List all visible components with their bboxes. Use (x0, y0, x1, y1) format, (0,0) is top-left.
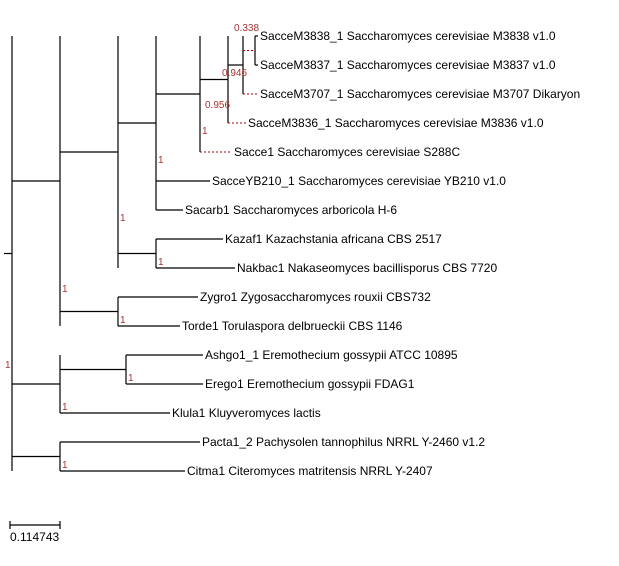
support-value: 0.338 (234, 23, 259, 34)
taxon-label: Nakbac1 Nakaseomyces bacillisporus CBS 7… (237, 261, 497, 275)
support-value: 1 (120, 315, 126, 326)
support-value: 0.946 (222, 68, 247, 79)
support-value: 1 (158, 257, 164, 268)
taxon-label: Zygro1 Zygosaccharomyces rouxii CBS732 (200, 290, 431, 304)
taxon-label: SacceM3836_1 Saccharomyces cerevisiae M3… (248, 116, 544, 130)
support-value: 1 (128, 373, 134, 384)
taxon-label: Pacta1_2 Pachysolen tannophilus NRRL Y-2… (202, 435, 485, 449)
support-value: 1 (5, 360, 11, 371)
taxon-label: Ashgo1_1 Eremothecium gossypii ATCC 1089… (205, 348, 458, 362)
taxon-label: Erego1 Eremothecium gossypii FDAG1 (205, 377, 415, 391)
taxon-label: Sacce1 Saccharomyces cerevisiae S288C (234, 145, 460, 159)
taxon-label: SacceM3838_1 Saccharomyces cerevisiae M3… (260, 29, 556, 43)
support-value: 0.956 (205, 100, 230, 111)
taxon-label: Citma1 Citeromyces matritensis NRRL Y-24… (187, 464, 433, 478)
support-value: 1 (62, 402, 68, 413)
taxon-label: Klula1 Kluyveromyces lactis (172, 406, 321, 420)
taxon-label: SacceYB210_1 Saccharomyces cerevisiae YB… (212, 174, 506, 188)
taxon-label: SacceM3707_1 Saccharomyces cerevisiae M3… (260, 87, 580, 101)
taxon-label: Torde1 Torulaspora delbrueckii CBS 1146 (182, 319, 403, 333)
support-value: 1 (202, 126, 208, 137)
support-value: 1 (158, 155, 164, 166)
taxon-label: Sacarb1 Saccharomyces arboricola H-6 (185, 203, 397, 217)
support-value: 1 (120, 213, 126, 224)
taxon-label: SacceM3837_1 Saccharomyces cerevisiae M3… (260, 58, 556, 72)
support-value: 1 (62, 284, 68, 295)
scale-bar-label: 0.114743 (10, 530, 59, 544)
taxon-label: Kazaf1 Kazachstania africana CBS 2517 (225, 232, 442, 246)
phylogenetic-tree: 1 1 1 1 1 0.956 0.946 0.338SacceM3838_1 Sacchar… (0, 0, 619, 566)
support-value: 1 (62, 460, 68, 471)
